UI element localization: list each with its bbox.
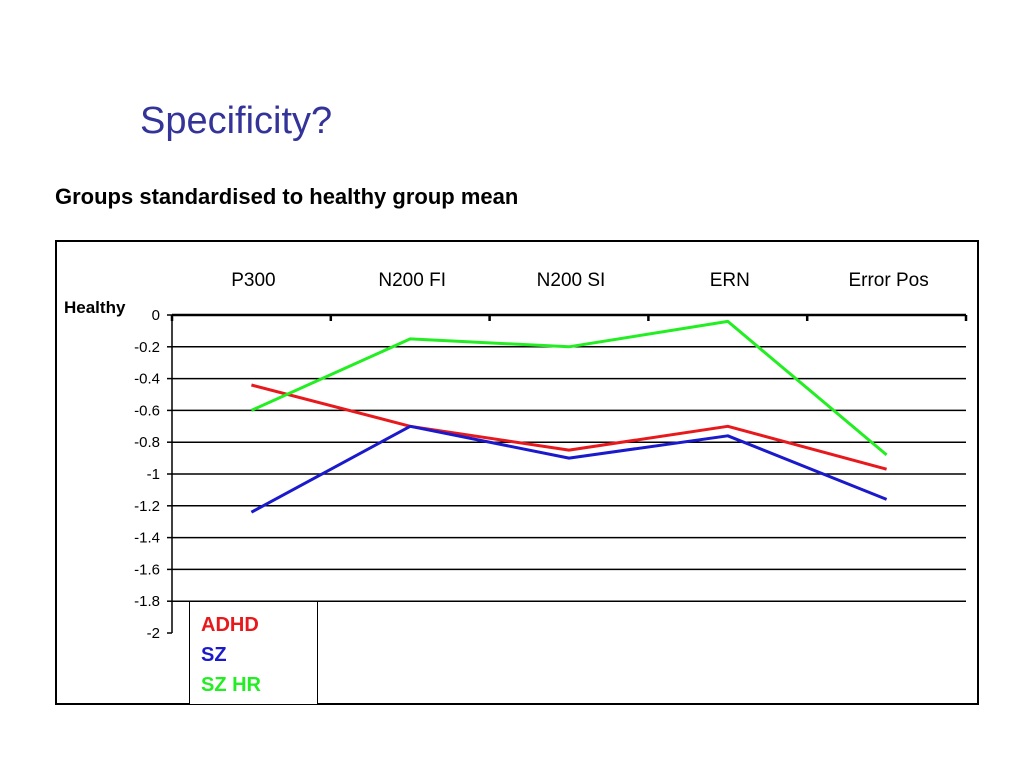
y-tick-label: 0 [152, 307, 160, 324]
x-category-label: ERN [710, 270, 750, 291]
x-category-label: N200 FI [378, 270, 446, 291]
series-line-sz [250, 424, 888, 514]
x-category-label: P300 [231, 270, 275, 291]
y-tick-label: -0.2 [134, 339, 160, 356]
y-tick-label: -2 [147, 625, 160, 642]
chart-legend: ADHD SZ SZ HR [189, 601, 318, 705]
y-tick-label: -1.8 [134, 593, 160, 610]
y-tick-label: -1.4 [134, 530, 160, 547]
y-tick-label: -0.4 [134, 371, 160, 388]
y-tick-label: -0.8 [134, 434, 160, 451]
axis-labels: 0 -0.2 -0.4 -0.6 -0.8 -1 -1.2 -1.4 -1.6 -1.8 -2 P30… [64, 270, 929, 642]
y-tick-label: -1.2 [134, 498, 160, 515]
axes [167, 313, 968, 634]
y-axis-label: Healthy [64, 298, 126, 317]
y-tick-label: -1.6 [134, 561, 160, 578]
legend-entry-sz-hr: SZ HR [201, 674, 261, 696]
x-category-label: Error Pos [848, 270, 928, 291]
legend-entry-adhd: ADHD [201, 614, 259, 636]
slide-title: Specificity? [140, 100, 333, 142]
y-tick-label: -0.6 [134, 402, 160, 419]
y-tick-label: -1 [147, 466, 160, 483]
series-line-sz-hr [250, 319, 888, 457]
series-line-adhd [251, 383, 887, 471]
series-lines [250, 319, 888, 514]
legend-entry-sz: SZ [201, 644, 227, 666]
x-category-label: N200 SI [537, 270, 606, 291]
slide-subtitle: Groups standardised to healthy group mea… [55, 184, 519, 209]
